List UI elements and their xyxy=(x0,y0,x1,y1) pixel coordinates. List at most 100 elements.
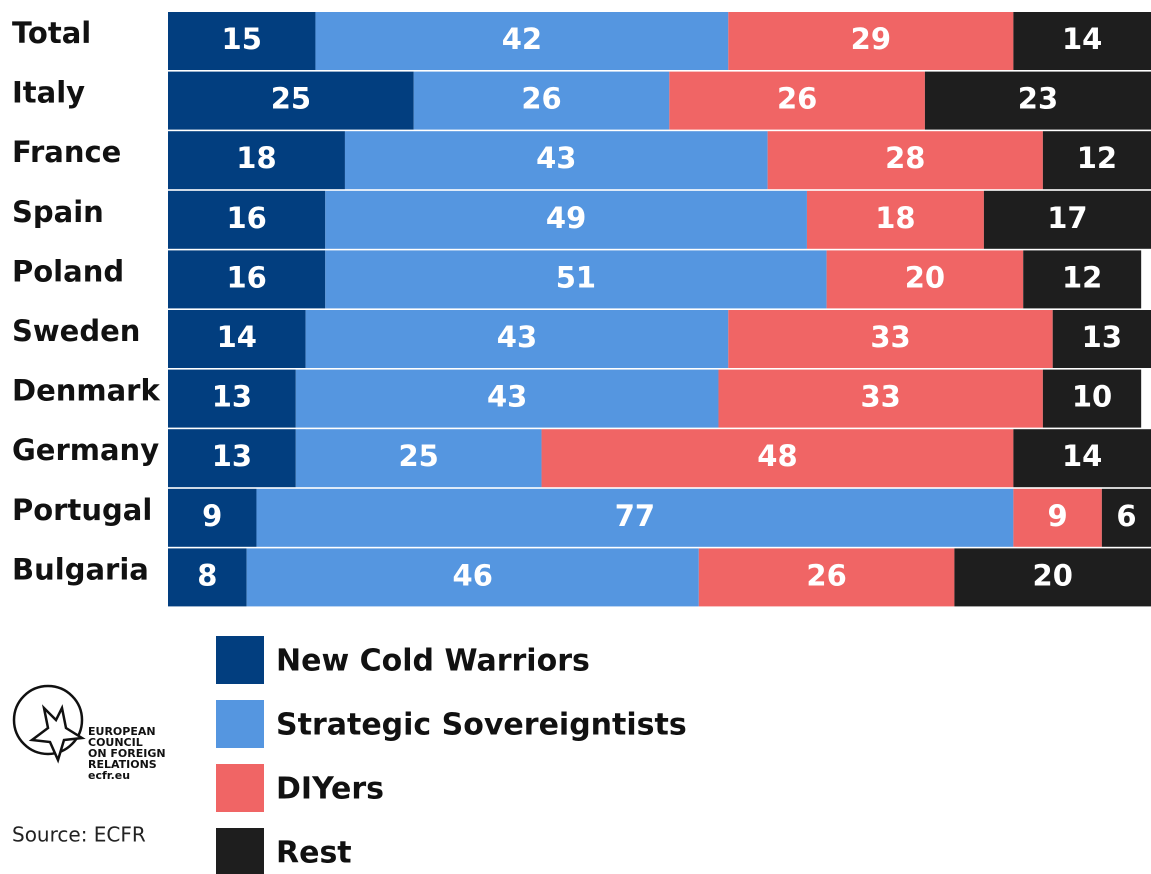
value-label: 26 xyxy=(806,558,846,592)
bar-segment xyxy=(1023,250,1142,309)
value-label: 10 xyxy=(1072,380,1112,414)
value-label: 49 xyxy=(546,201,586,235)
value-label: 25 xyxy=(398,439,438,473)
bar-segment xyxy=(168,71,414,130)
logo-text: ON FOREIGN xyxy=(88,747,166,760)
bar-segment xyxy=(541,429,1014,488)
value-label: 46 xyxy=(453,558,493,592)
category-label: Sweden xyxy=(12,314,140,348)
value-label: 18 xyxy=(875,201,915,235)
bar-segment xyxy=(168,131,345,190)
legend-swatch xyxy=(216,764,264,812)
legend-swatch xyxy=(216,636,264,684)
logo-text: ecfr.eu xyxy=(88,769,130,782)
value-label: 13 xyxy=(212,380,252,414)
bar-segment xyxy=(295,429,542,488)
bar-segment xyxy=(246,548,699,607)
value-label: 13 xyxy=(212,439,252,473)
legend-swatch xyxy=(216,700,264,748)
value-label: 16 xyxy=(226,260,266,294)
bar-segment xyxy=(767,131,1043,190)
value-label: 9 xyxy=(202,499,222,533)
bar-segment xyxy=(669,71,925,130)
bar-segment xyxy=(168,369,296,428)
legend-label: New Cold Warriors xyxy=(276,644,590,679)
category-label: Poland xyxy=(12,254,124,288)
bar-segment xyxy=(806,190,984,249)
bar-segment xyxy=(1101,488,1151,547)
value-label: 43 xyxy=(536,141,576,175)
value-label: 14 xyxy=(1062,22,1102,56)
logo-star xyxy=(28,704,86,764)
value-label: 12 xyxy=(1062,260,1102,294)
bar-segment xyxy=(256,488,1014,547)
bar-segment xyxy=(413,71,670,130)
bar-segment xyxy=(1042,131,1151,190)
value-label: 16 xyxy=(226,201,266,235)
bar-segment xyxy=(728,12,1014,70)
value-label: 20 xyxy=(905,260,945,294)
bar-segment xyxy=(168,310,306,368)
bar-segment xyxy=(954,548,1151,607)
legend-label: Strategic Sovereigntists xyxy=(276,708,687,743)
value-label: 13 xyxy=(1082,320,1122,354)
value-label: 23 xyxy=(1018,82,1058,116)
value-label: 14 xyxy=(1062,439,1102,473)
logo-ring xyxy=(12,684,84,756)
bar-segment xyxy=(344,131,768,190)
value-label: 26 xyxy=(521,82,561,116)
bar-segment xyxy=(305,310,729,368)
value-label: 9 xyxy=(1048,499,1068,533)
bar-segment xyxy=(718,369,1043,428)
value-label: 48 xyxy=(757,439,797,473)
category-label: Portugal xyxy=(12,493,152,527)
bar-segment xyxy=(168,190,326,249)
bar-segment xyxy=(325,250,827,309)
value-label: 33 xyxy=(860,380,900,414)
logo-text: EUROPEAN xyxy=(88,725,156,738)
bar-segment xyxy=(728,310,1053,368)
bar-segment xyxy=(1052,310,1151,368)
bar-segment xyxy=(168,12,316,70)
bar-segment xyxy=(983,190,1151,249)
value-label: 17 xyxy=(1047,201,1087,235)
bar-segment xyxy=(826,250,1024,309)
bar-segment xyxy=(698,548,955,607)
value-label: 18 xyxy=(236,141,276,175)
value-label: 6 xyxy=(1116,499,1136,533)
bar-segment xyxy=(315,12,729,70)
logo-text: COUNCIL xyxy=(88,736,143,749)
value-label: 14 xyxy=(217,320,257,354)
bar-segment xyxy=(168,250,326,309)
category-label: Denmark xyxy=(12,374,160,408)
bar-segment xyxy=(168,429,296,488)
category-label: Spain xyxy=(12,195,104,229)
category-label: Italy xyxy=(12,76,85,110)
value-label: 77 xyxy=(615,499,655,533)
logo xyxy=(12,684,86,764)
value-label: 42 xyxy=(502,22,542,56)
bar-segment xyxy=(924,71,1151,130)
value-label: 8 xyxy=(197,558,217,592)
legend-label: DIYers xyxy=(276,772,384,807)
value-label: 20 xyxy=(1033,558,1073,592)
legend-swatch xyxy=(216,828,264,874)
category-label: Total xyxy=(12,16,91,50)
value-label: 29 xyxy=(851,22,891,56)
category-label: France xyxy=(12,135,121,169)
value-label: 43 xyxy=(487,380,527,414)
value-label: 25 xyxy=(271,82,311,116)
value-label: 12 xyxy=(1077,141,1117,175)
value-label: 15 xyxy=(222,22,262,56)
bar-segment xyxy=(295,369,719,428)
source: Source: ECFR xyxy=(12,823,146,847)
value-label: 43 xyxy=(497,320,537,354)
category-label: Germany xyxy=(12,433,159,467)
category-label: Bulgaria xyxy=(12,552,149,586)
value-label: 26 xyxy=(777,82,817,116)
value-label: 51 xyxy=(556,260,596,294)
bar-segment xyxy=(1042,369,1142,428)
value-label: 28 xyxy=(885,141,925,175)
legend-label: Rest xyxy=(276,836,352,871)
